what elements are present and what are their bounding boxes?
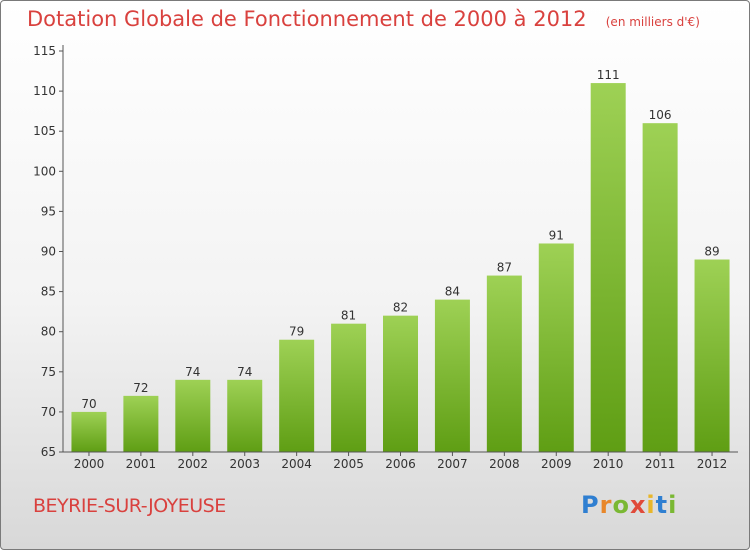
x-tick-label: 2000 xyxy=(74,457,105,471)
bar-value-label: 74 xyxy=(185,365,200,379)
bar xyxy=(538,243,574,452)
y-tick-label: 80 xyxy=(41,325,56,339)
logo-letter: t xyxy=(655,491,669,519)
x-tick-label: 2002 xyxy=(178,457,209,471)
x-tick-label: 2003 xyxy=(229,457,260,471)
bar xyxy=(71,411,107,452)
y-tick-label: 115 xyxy=(33,44,56,58)
y-tick-label: 110 xyxy=(33,84,56,98)
bar xyxy=(642,123,678,453)
bar xyxy=(123,395,159,452)
bar xyxy=(227,379,263,452)
x-tick-label: 2009 xyxy=(541,457,572,471)
logo-letter: o xyxy=(612,491,630,519)
bar-value-label: 81 xyxy=(341,309,356,323)
bar xyxy=(279,339,315,452)
y-tick-label: 70 xyxy=(41,405,56,419)
x-tick-label: 2004 xyxy=(281,457,312,471)
x-tick-label: 2005 xyxy=(333,457,364,471)
x-tick-label: 2007 xyxy=(437,457,468,471)
bar-value-label: 70 xyxy=(81,397,96,411)
logo-letter: r xyxy=(599,491,613,519)
bar xyxy=(486,275,522,452)
bar xyxy=(175,379,211,452)
bar-value-label: 89 xyxy=(704,245,719,259)
x-tick-label: 2012 xyxy=(697,457,728,471)
y-tick-label: 100 xyxy=(33,164,56,178)
bar xyxy=(331,323,367,452)
title-line: Dotation Globale de Fonctionnement de 20… xyxy=(27,7,700,31)
bar-value-label: 72 xyxy=(133,381,148,395)
bar-value-label: 84 xyxy=(445,285,460,299)
x-tick-label: 2001 xyxy=(126,457,157,471)
y-tick-label: 65 xyxy=(41,445,56,459)
logo-letter: i xyxy=(646,491,656,519)
bar-value-label: 82 xyxy=(393,301,408,315)
bar xyxy=(590,83,626,452)
bar-value-label: 79 xyxy=(289,325,304,339)
x-tick-label: 2008 xyxy=(489,457,520,471)
logo-letter: i xyxy=(668,491,678,519)
proxiti-logo: Proxiti xyxy=(581,491,677,519)
town-name: BEYRIE-SUR-JOYEUSE xyxy=(33,495,226,517)
chart-unit: (en milliers d'€) xyxy=(605,15,700,29)
x-tick-label: 2011 xyxy=(645,457,676,471)
bar-value-label: 74 xyxy=(237,365,252,379)
bar-value-label: 111 xyxy=(597,68,620,82)
y-tick-label: 95 xyxy=(41,204,56,218)
y-tick-label: 105 xyxy=(33,124,56,138)
chart-title: Dotation Globale de Fonctionnement de 20… xyxy=(27,7,587,31)
bar-value-label: 87 xyxy=(497,261,512,275)
y-tick-label: 75 xyxy=(41,365,56,379)
bar xyxy=(434,299,470,452)
bar xyxy=(383,315,418,452)
bar xyxy=(694,259,730,452)
y-tick-label: 85 xyxy=(41,285,56,299)
logo-letter: P xyxy=(581,491,600,519)
y-tick-label: 90 xyxy=(41,245,56,259)
x-tick-label: 2006 xyxy=(385,457,416,471)
bar-value-label: 91 xyxy=(549,228,564,242)
logo-letter: x xyxy=(629,491,647,519)
x-tick-label: 2010 xyxy=(593,457,624,471)
bar-value-label: 106 xyxy=(649,108,672,122)
